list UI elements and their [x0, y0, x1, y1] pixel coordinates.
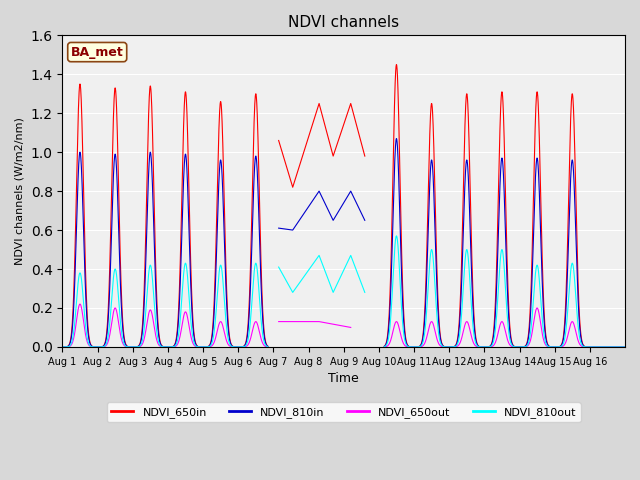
NDVI_650out	[59, 344, 67, 350]
NDVI_650in	[466, 158, 474, 164]
NDVI_810out	[173, 337, 181, 343]
NDVI_650out	[615, 344, 623, 350]
NDVI_810out	[502, 284, 509, 290]
NDVI_810in	[59, 344, 67, 350]
NDVI_650out	[173, 341, 181, 347]
NDVI_810out	[621, 344, 629, 350]
NDVI_810in	[535, 186, 543, 192]
Line: NDVI_650in: NDVI_650in	[63, 65, 625, 347]
Line: NDVI_650out: NDVI_650out	[63, 304, 625, 347]
NDVI_650out	[621, 344, 629, 350]
NDVI_810in	[615, 344, 623, 350]
Line: NDVI_810in: NDVI_810in	[63, 139, 625, 347]
NDVI_650in	[621, 344, 629, 350]
NDVI_650out	[416, 344, 424, 350]
NDVI_650out	[502, 328, 509, 334]
NDVI_650in	[59, 344, 67, 350]
NDVI_810out	[615, 344, 623, 350]
NDVI_810out	[466, 273, 474, 278]
NDVI_650in	[535, 130, 543, 136]
X-axis label: Time: Time	[328, 372, 359, 385]
NDVI_650in	[615, 344, 623, 350]
Title: NDVI channels: NDVI channels	[288, 15, 399, 30]
NDVI_650in	[502, 188, 509, 193]
Legend: NDVI_650in, NDVI_810in, NDVI_650out, NDVI_810out: NDVI_650in, NDVI_810in, NDVI_650out, NDV…	[107, 402, 580, 422]
NDVI_650out	[466, 325, 474, 331]
NDVI_650in	[416, 343, 424, 349]
Text: BA_met: BA_met	[71, 46, 124, 59]
NDVI_810out	[416, 344, 424, 349]
NDVI_810out	[535, 276, 543, 281]
Line: NDVI_810out: NDVI_810out	[63, 236, 625, 347]
NDVI_810in	[621, 344, 629, 350]
NDVI_810in	[173, 328, 181, 334]
NDVI_650in	[173, 323, 181, 329]
NDVI_810in	[466, 207, 474, 213]
NDVI_810out	[59, 344, 67, 350]
NDVI_810in	[502, 228, 509, 234]
Y-axis label: NDVI channels (W/m2/nm): NDVI channels (W/m2/nm)	[15, 117, 25, 265]
NDVI_650out	[535, 312, 543, 317]
NDVI_810in	[416, 343, 424, 349]
